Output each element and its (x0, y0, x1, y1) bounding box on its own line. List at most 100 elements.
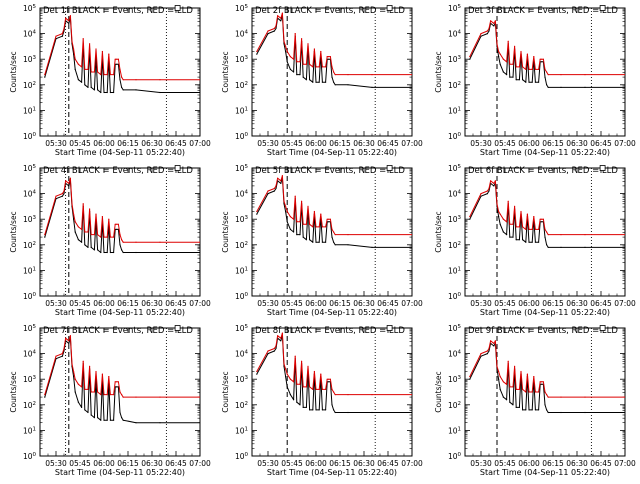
y-tick-label: 103 (448, 375, 462, 384)
data-point-lld (411, 394, 412, 396)
data-point-lld (81, 228, 83, 230)
y-tick-exponent: 2 (458, 401, 462, 407)
data-point-events (74, 68, 76, 70)
data-point-events (560, 411, 562, 414)
series-group (44, 177, 200, 254)
data-point-lld (301, 38, 303, 40)
data-point-lld (68, 182, 70, 184)
data-point-events (286, 61, 288, 63)
y-tick-exponent: 3 (33, 215, 37, 221)
data-point-events (546, 84, 548, 86)
y-tick-label: 102 (448, 81, 461, 90)
data-point-lld (84, 68, 86, 70)
series-group (44, 15, 200, 94)
data-point-events (325, 409, 327, 411)
data-point-events (113, 419, 115, 421)
data-point-lld (280, 17, 282, 19)
x-tick-label: 06:45 (165, 299, 187, 308)
data-point-events (296, 234, 298, 236)
data-point-lld (539, 218, 541, 220)
data-point-events (515, 239, 517, 241)
data-point-lld (539, 58, 541, 60)
data-point-lld (480, 193, 482, 195)
data-point-lld (528, 68, 530, 70)
y-tick-exponent: 5 (458, 324, 462, 330)
data-point-lld (539, 381, 541, 383)
data-point-events (109, 91, 111, 94)
data-point-lld (488, 27, 490, 30)
data-point-lld (82, 360, 84, 362)
data-point-events (122, 89, 124, 91)
data-point-lld (55, 35, 57, 37)
data-point-events (199, 251, 200, 254)
data-point-events (280, 340, 282, 342)
y-tick-label: 104 (448, 190, 462, 199)
data-point-lld (509, 63, 511, 65)
x-tick-label: 05:45 (69, 139, 91, 148)
x-tick-label: 06:15 (329, 299, 351, 308)
data-point-lld (117, 381, 119, 383)
data-point-lld (522, 226, 524, 228)
data-point-lld (326, 56, 328, 58)
data-point-lld (493, 182, 495, 184)
y-tick-label: 105 (235, 324, 249, 333)
data-point-lld (526, 53, 529, 55)
data-point-lld (109, 236, 111, 238)
y-axis-label: Counts/sec (434, 371, 443, 412)
data-point-lld (77, 226, 79, 228)
data-point-lld (371, 394, 373, 396)
data-point-lld (486, 30, 488, 32)
data-point-lld (560, 74, 562, 76)
data-point-events (538, 241, 540, 243)
data-point-lld (159, 396, 161, 398)
x-tick-label: 06:15 (542, 139, 564, 148)
data-point-lld (541, 58, 543, 60)
panel-det-7: Det 7f BLACK = Events, RED = LLD10010110… (9, 324, 211, 477)
data-point-lld (89, 208, 91, 210)
data-point-lld (538, 228, 540, 230)
data-point-lld (328, 56, 330, 58)
data-point-lld (499, 376, 501, 378)
data-point-events (411, 411, 412, 414)
x-tick-label: 06:15 (542, 299, 564, 308)
panel-det-5: Det 5f BLACK = Events, RED = LLD10010110… (221, 164, 423, 317)
data-point-events (488, 30, 490, 32)
panel-det-3: Det 3f BLACK = Events, RED = LLD10010110… (434, 4, 636, 157)
x-tick-label: 07:00 (614, 299, 636, 308)
data-point-events (73, 218, 75, 220)
data-point-lld (528, 228, 530, 230)
data-point-lld (509, 386, 511, 388)
data-point-events (371, 246, 373, 248)
y-axis-label: Counts/sec (434, 51, 443, 92)
data-point-events (73, 376, 75, 378)
y-tick-exponent: 5 (458, 4, 462, 10)
data-point-lld (277, 177, 279, 179)
x-tick-label: 07:00 (189, 299, 211, 308)
x-tick-label: 07:00 (189, 459, 211, 468)
data-point-events (544, 404, 546, 406)
data-point-lld (74, 58, 76, 60)
data-point-lld (81, 66, 83, 68)
x-axis-label: Start Time (04-Sep-11 05:22:40) (267, 468, 397, 477)
data-point-events (584, 411, 586, 414)
data-point-events (371, 411, 373, 414)
data-point-events (488, 190, 490, 192)
x-tick-label: 07:00 (189, 139, 211, 148)
data-point-lld (469, 376, 471, 378)
data-point-lld (90, 391, 92, 393)
y-tick-exponent: 2 (458, 241, 462, 247)
data-point-lld (547, 234, 549, 236)
data-point-events (103, 251, 105, 254)
y-tick-exponent: 3 (245, 375, 249, 381)
data-point-lld (496, 203, 498, 205)
data-point-lld (515, 66, 517, 68)
data-point-lld (281, 332, 283, 334)
data-point-events (116, 228, 118, 230)
y-tick-label: 103 (448, 55, 462, 64)
data-point-events (309, 239, 311, 241)
data-point-lld (520, 50, 522, 53)
data-point-events (411, 86, 412, 88)
data-point-lld (116, 381, 118, 383)
data-point-lld (289, 378, 291, 380)
y-tick-exponent: 0 (458, 452, 462, 458)
